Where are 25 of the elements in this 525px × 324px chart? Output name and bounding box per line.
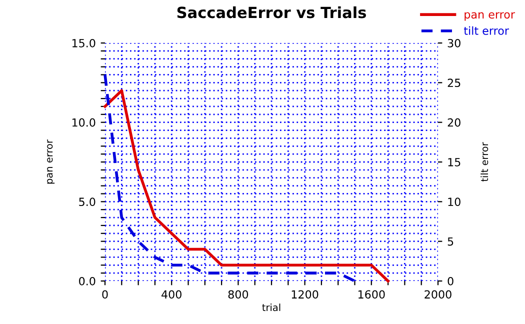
legend-label: tilt error (464, 26, 509, 35)
x-tick-label: 1600 (358, 290, 385, 299)
x-tick-label: 0 (102, 290, 108, 299)
y2-tick-label: 10 (448, 198, 460, 206)
y2-tick-label: 20 (448, 118, 460, 127)
x-tick-label: 400 (162, 290, 182, 299)
x-tick-label: 1200 (292, 290, 318, 299)
x-tick-label: 2000 (424, 290, 452, 299)
y-tick-label: 5.0 (79, 198, 96, 206)
y-tick-label: 10.0 (72, 118, 96, 127)
y2-tick-label: 5 (448, 237, 454, 246)
x-axis-title: trial (262, 304, 280, 312)
y2-tick-label: 0 (448, 276, 454, 286)
x-tick-label: 800 (228, 290, 248, 299)
y-tick-label: 0.0 (79, 276, 96, 286)
y2-tick-label: 15 (448, 158, 460, 166)
y2-tick-label: 30 (448, 38, 460, 48)
y-axis-title: pan error (47, 140, 55, 184)
y2-tick-label: 25 (448, 78, 460, 88)
y-tick-label: 15.0 (72, 38, 96, 48)
legend-label: pan error (464, 12, 515, 21)
line-series (104, 73, 356, 282)
chart-title: SaccadeError vs Trials (177, 6, 366, 18)
line-series (104, 89, 390, 282)
y2-axis-title: tilt error (480, 142, 488, 182)
